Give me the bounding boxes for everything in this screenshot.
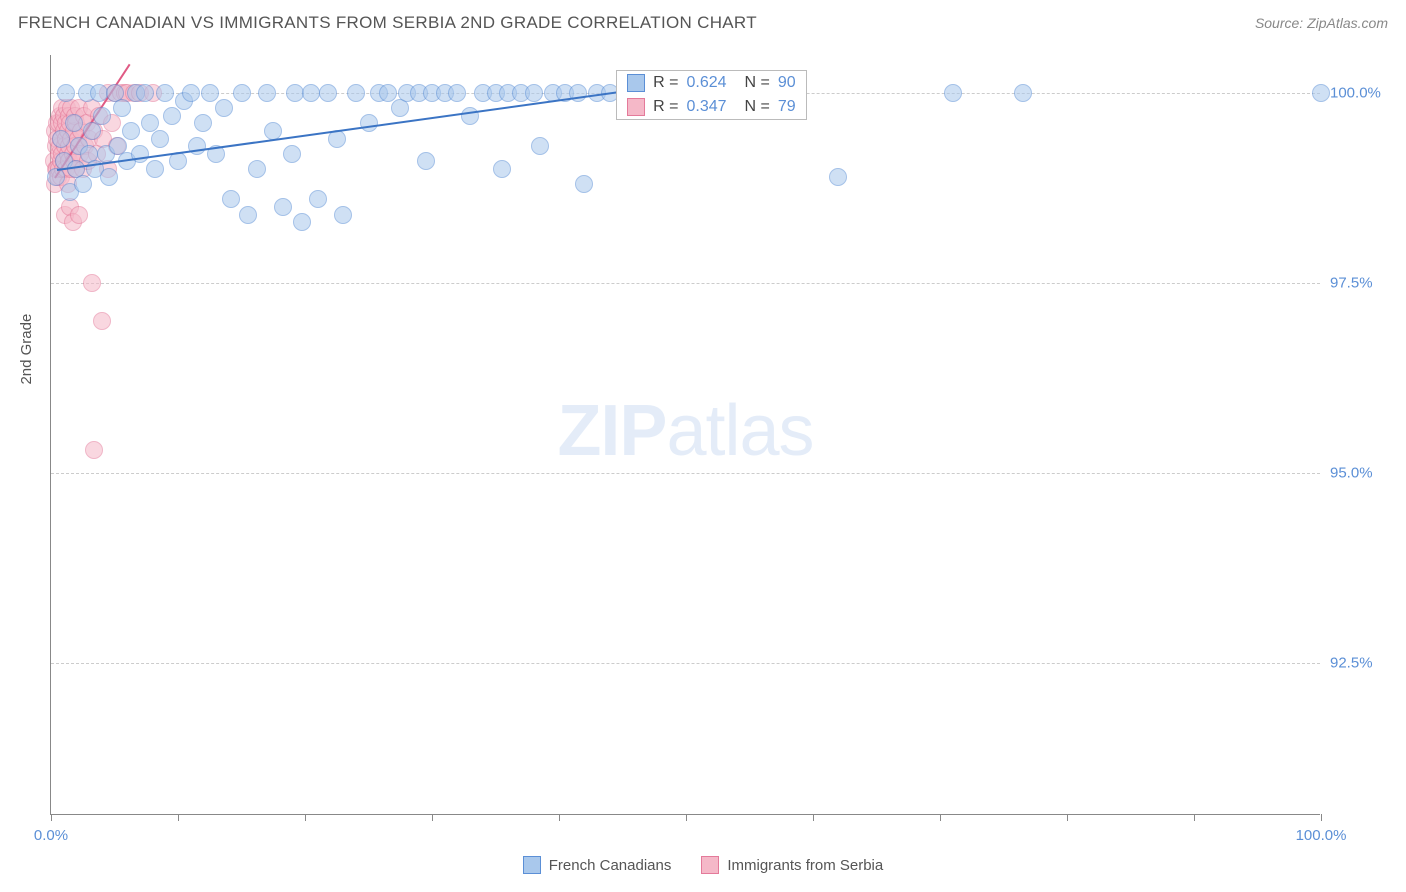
blue-point (233, 84, 251, 102)
blue-point (274, 198, 292, 216)
stats-row-blue: R = 0.624 N = 90 (617, 71, 806, 95)
blue-point (461, 107, 479, 125)
blue-point (151, 130, 169, 148)
blue-point (156, 84, 174, 102)
x-tick (686, 814, 687, 821)
blue-point (1312, 84, 1330, 102)
blue-point (146, 160, 164, 178)
blue-point (222, 190, 240, 208)
blue-point (52, 130, 70, 148)
blue-point (93, 107, 111, 125)
blue-point (74, 175, 92, 193)
blue-point (829, 168, 847, 186)
y-tick-label: 92.5% (1330, 655, 1400, 672)
x-tick (51, 814, 52, 821)
blue-point (83, 122, 101, 140)
blue-legend-swatch-icon (523, 856, 541, 874)
x-tick (559, 814, 560, 821)
y-gridline (51, 473, 1320, 474)
y-tick-label: 100.0% (1330, 85, 1400, 102)
blue-point (283, 145, 301, 163)
stats-box: R = 0.624 N = 90 R = 0.347 N = 79 (616, 70, 807, 120)
blue-point (334, 206, 352, 224)
blue-point (379, 84, 397, 102)
stats-row-pink: R = 0.347 N = 79 (617, 95, 806, 119)
pink-swatch-icon (627, 98, 645, 116)
stats-r-label: R = (653, 74, 678, 92)
plot-area: ZIPatlas 92.5%95.0%97.5%100.0%0.0%100.0%… (50, 55, 1320, 815)
bottom-legend: French Canadians Immigrants from Serbia (0, 856, 1406, 874)
x-tick (1194, 814, 1195, 821)
stats-r-value: 0.624 (686, 74, 726, 92)
x-tick-label: 0.0% (34, 827, 68, 844)
blue-swatch-icon (627, 74, 645, 92)
blue-point (163, 107, 181, 125)
blue-point (136, 84, 154, 102)
x-tick (1067, 814, 1068, 821)
blue-point (417, 152, 435, 170)
blue-point (531, 137, 549, 155)
pink-point (83, 274, 101, 292)
blue-point (258, 84, 276, 102)
blue-point (575, 175, 593, 193)
blue-point (122, 122, 140, 140)
blue-point (319, 84, 337, 102)
blue-point (65, 114, 83, 132)
watermark-bold: ZIP (557, 390, 666, 470)
blue-point (215, 99, 233, 117)
pink-point (93, 312, 111, 330)
chart-title: FRENCH CANADIAN VS IMMIGRANTS FROM SERBI… (18, 13, 757, 33)
stats-n-value: 79 (778, 98, 796, 116)
watermark-light: atlas (666, 390, 813, 470)
blue-point (944, 84, 962, 102)
stats-n-label: N = (745, 98, 770, 116)
pink-point (70, 206, 88, 224)
x-tick (940, 814, 941, 821)
blue-point (188, 137, 206, 155)
y-tick-label: 97.5% (1330, 275, 1400, 292)
stats-r-value: 0.347 (686, 98, 726, 116)
blue-point (360, 114, 378, 132)
legend-label: French Canadians (549, 857, 672, 874)
y-gridline (51, 663, 1320, 664)
stats-n-label: N = (745, 74, 770, 92)
blue-point (493, 160, 511, 178)
x-tick (1321, 814, 1322, 821)
blue-point (293, 213, 311, 231)
blue-point (286, 84, 304, 102)
blue-point (1014, 84, 1032, 102)
pink-legend-swatch-icon (701, 856, 719, 874)
x-tick-label: 100.0% (1296, 827, 1347, 844)
chart-source: Source: ZipAtlas.com (1255, 15, 1388, 31)
y-gridline (51, 283, 1320, 284)
y-tick-label: 95.0% (1330, 465, 1400, 482)
blue-point (57, 84, 75, 102)
x-tick (178, 814, 179, 821)
legend-label: Immigrants from Serbia (727, 857, 883, 874)
x-tick (432, 814, 433, 821)
blue-point (239, 206, 257, 224)
blue-point (182, 84, 200, 102)
blue-point (347, 84, 365, 102)
watermark: ZIPatlas (557, 389, 813, 471)
blue-point (302, 84, 320, 102)
y-axis-label: 2nd Grade (18, 314, 35, 385)
blue-point (248, 160, 266, 178)
stats-r-label: R = (653, 98, 678, 116)
pink-point (85, 441, 103, 459)
blue-point (113, 99, 131, 117)
blue-point (525, 84, 543, 102)
x-tick (813, 814, 814, 821)
blue-point (194, 114, 212, 132)
blue-point (100, 168, 118, 186)
blue-point (448, 84, 466, 102)
x-tick (305, 814, 306, 821)
blue-point (201, 84, 219, 102)
chart-header: FRENCH CANADIAN VS IMMIGRANTS FROM SERBI… (0, 0, 1406, 45)
legend-item-blue: French Canadians (523, 856, 672, 874)
blue-point (309, 190, 327, 208)
legend-item-pink: Immigrants from Serbia (701, 856, 883, 874)
stats-n-value: 90 (778, 74, 796, 92)
